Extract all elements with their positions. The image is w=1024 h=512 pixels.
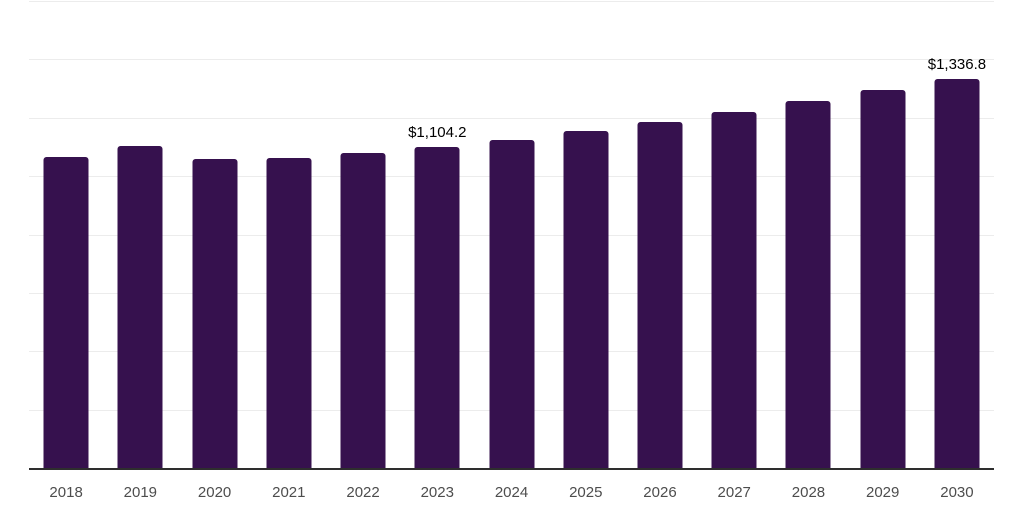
x-tick-label-2030: 2030 — [940, 484, 974, 501]
band-2022 — [326, 2, 400, 469]
x-tick-label-2029: 2029 — [866, 484, 900, 501]
data-label-2023: $1,104.2 — [408, 123, 467, 141]
band-2020 — [177, 2, 251, 469]
x-tick-label-2020: 2020 — [197, 484, 232, 501]
x-tick-label-2022: 2022 — [346, 484, 380, 501]
x-tick-label-2026: 2026 — [643, 484, 677, 501]
gridline-1200 — [29, 117, 994, 119]
x-tick-label-2021: 2021 — [272, 484, 306, 501]
plot-area: $1,104.2 $1,336.8 — [29, 1, 994, 470]
bar-2028[interactable] — [785, 100, 831, 469]
bar-2030[interactable] — [934, 78, 980, 469]
bar-2025[interactable] — [563, 130, 609, 469]
x-tick-label-2025: 2025 — [569, 484, 603, 501]
bar-2018[interactable] — [43, 156, 89, 469]
bar-2019[interactable] — [117, 145, 163, 469]
band-2019 — [103, 2, 177, 469]
x-tick-label-2018: 2018 — [49, 484, 83, 501]
x-tick-label-2028: 2028 — [791, 484, 826, 501]
bar-2022[interactable] — [340, 152, 386, 469]
x-tick-label-2024: 2024 — [494, 484, 529, 501]
bar-2023[interactable] — [414, 146, 460, 469]
data-label-2030: $1,336.8 — [927, 55, 987, 73]
bar-2026[interactable] — [637, 121, 683, 469]
band-2018 — [29, 2, 103, 469]
x-axis-labels: 2018 2019 2020 2021 2022 2023 2024 2025 2026 2027… — [29, 484, 994, 502]
bar-2024[interactable] — [489, 139, 535, 469]
band-2026 — [623, 2, 697, 469]
x-tick-label-2023: 2023 — [420, 484, 454, 501]
band-2027 — [697, 2, 771, 469]
band-2025 — [549, 2, 623, 469]
gridline-1400 — [29, 59, 994, 61]
bar-2020[interactable] — [192, 158, 238, 469]
gridline-1600 — [29, 1, 994, 2]
band-2023: $1,104.2 — [400, 2, 474, 469]
x-tick-label-2027: 2027 — [717, 484, 751, 501]
bar-2029[interactable] — [860, 89, 906, 469]
x-axis-line — [29, 468, 994, 470]
bar-2027[interactable] — [711, 111, 757, 469]
bars-layer: $1,104.2 $1,336.8 — [29, 2, 994, 469]
band-2030: $1,336.8 — [920, 2, 994, 469]
band-2028 — [771, 2, 845, 469]
band-2024 — [474, 2, 548, 469]
band-2021 — [252, 2, 326, 469]
x-tick-label-2019: 2019 — [123, 484, 158, 501]
band-2029 — [846, 2, 920, 469]
bar-2021[interactable] — [266, 157, 312, 469]
